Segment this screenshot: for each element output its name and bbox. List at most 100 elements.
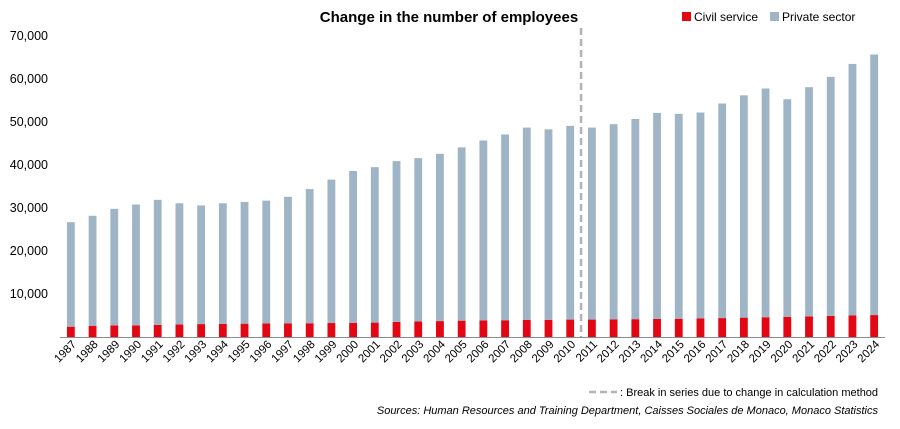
bar-private-sector-2018 [739, 95, 748, 318]
bar-civil-service-2002 [392, 321, 401, 337]
bars [66, 54, 879, 337]
y-tick-label: 10,000 [10, 287, 48, 301]
x-tick-label: 2012 [595, 339, 622, 366]
bar-civil-service-1997 [284, 323, 292, 337]
bar-private-sector-1990 [132, 204, 140, 326]
bar-civil-service-1993 [197, 324, 206, 337]
source-note: Sources: Human Resources and Training De… [377, 405, 879, 417]
bar-private-sector-2016 [696, 112, 705, 319]
bar-private-sector-1988 [88, 215, 97, 326]
x-tick-label: 2009 [530, 339, 557, 366]
x-tick-label: 1992 [161, 339, 188, 366]
bar-civil-service-1994 [218, 323, 227, 337]
bar-civil-service-2005 [457, 320, 466, 337]
x-tick-label: 2008 [508, 339, 535, 366]
bar-private-sector-2015 [674, 113, 683, 319]
x-axis: 1987198819891990199119921993199419951996… [52, 337, 885, 366]
bar-private-sector-2020 [783, 99, 792, 317]
x-tick-label: 2018 [725, 339, 752, 366]
legend-swatch-private-sector [770, 12, 779, 21]
bar-private-sector-2007 [501, 134, 509, 321]
bar-civil-service-2004 [436, 321, 444, 337]
bar-private-sector-2003 [414, 158, 423, 322]
bar-civil-service-2018 [739, 317, 748, 337]
bar-civil-service-2021 [805, 316, 813, 337]
bar-private-sector-1998 [305, 189, 314, 324]
x-tick-label: 2001 [356, 339, 383, 366]
y-tick-label: 40,000 [10, 158, 48, 172]
bar-private-sector-2001 [370, 167, 379, 323]
x-tick-label: 2014 [639, 338, 666, 365]
x-tick-label: 2017 [704, 339, 731, 366]
bar-private-sector-1987 [66, 222, 75, 327]
bar-civil-service-2006 [479, 320, 488, 337]
bar-private-sector-1992 [175, 203, 184, 325]
x-tick-label: 1993 [183, 339, 210, 366]
bar-civil-service-2013 [631, 319, 640, 337]
bar-private-sector-2014 [653, 112, 661, 319]
bar-civil-service-2019 [761, 317, 770, 337]
bar-civil-service-2024 [870, 315, 879, 337]
bar-private-sector-2019 [761, 88, 770, 318]
bar-civil-service-2003 [414, 321, 423, 337]
y-tick-label: 20,000 [10, 244, 48, 258]
bar-civil-service-2023 [848, 315, 857, 337]
y-tick-label: 50,000 [10, 115, 48, 129]
x-tick-label: 2003 [400, 339, 427, 366]
bar-civil-service-1998 [305, 323, 314, 337]
break-note-text: : Break in series due to change in calcu… [620, 387, 878, 399]
bar-civil-service-2007 [501, 320, 509, 337]
x-tick-label: 2007 [487, 339, 514, 366]
legend-swatch-civil-service [682, 12, 691, 21]
x-tick-label: 2005 [443, 339, 470, 366]
bar-civil-service-2017 [718, 318, 727, 337]
x-tick-label: 1988 [74, 339, 101, 366]
bar-civil-service-2022 [826, 315, 835, 337]
bar-civil-service-2014 [653, 318, 661, 337]
bar-private-sector-2017 [718, 103, 727, 319]
x-tick-label: 2004 [421, 338, 448, 365]
bar-private-sector-1991 [153, 199, 162, 325]
x-tick-label: 2011 [574, 339, 600, 365]
bar-private-sector-2004 [436, 153, 444, 322]
bar-civil-service-1996 [262, 323, 271, 337]
bar-civil-service-2001 [370, 322, 379, 337]
x-tick-label: 2016 [682, 339, 709, 366]
bar-civil-service-1989 [110, 325, 119, 337]
bar-civil-service-2015 [674, 318, 683, 337]
x-tick-label: 2023 [834, 339, 861, 366]
x-tick-label: 2020 [769, 339, 796, 366]
bar-civil-service-2012 [609, 319, 618, 337]
x-tick-label: 2000 [335, 339, 362, 366]
x-tick-label: 2006 [465, 339, 492, 366]
x-tick-label: 2002 [378, 339, 405, 366]
bar-private-sector-2013 [631, 118, 640, 320]
bar-private-sector-1995 [240, 201, 249, 324]
x-tick-label: 2021 [791, 339, 818, 366]
bar-civil-service-1988 [88, 325, 97, 337]
x-tick-label: 2015 [660, 339, 687, 366]
x-tick-label: 1995 [226, 339, 253, 366]
legend-label-private-sector: Private sector [782, 10, 855, 24]
y-tick-label: 30,000 [10, 201, 48, 215]
bar-civil-service-2016 [696, 318, 705, 337]
bar-civil-service-1987 [66, 326, 75, 337]
bar-private-sector-2022 [826, 76, 835, 316]
x-tick-label: 1999 [313, 339, 340, 366]
bar-private-sector-2010 [566, 125, 575, 320]
y-axis: 70,000 60,000 50,000 40,000 30,000 20,000 10,0… [10, 29, 48, 301]
bar-private-sector-2002 [392, 161, 401, 322]
y-tick-label: 60,000 [10, 72, 48, 86]
bar-private-sector-1999 [327, 179, 336, 324]
x-tick-label: 2013 [617, 339, 644, 366]
bar-private-sector-2021 [805, 87, 813, 317]
x-tick-label: 1997 [269, 339, 296, 366]
bar-private-sector-2011 [588, 127, 596, 320]
x-tick-label: 2010 [552, 339, 579, 366]
x-tick-label: 2019 [747, 339, 774, 366]
bar-private-sector-2024 [870, 54, 879, 316]
bar-private-sector-2023 [848, 63, 857, 316]
x-tick-label: 2024 [856, 338, 883, 365]
bar-private-sector-1989 [110, 208, 119, 326]
x-tick-label: 1990 [118, 339, 145, 366]
